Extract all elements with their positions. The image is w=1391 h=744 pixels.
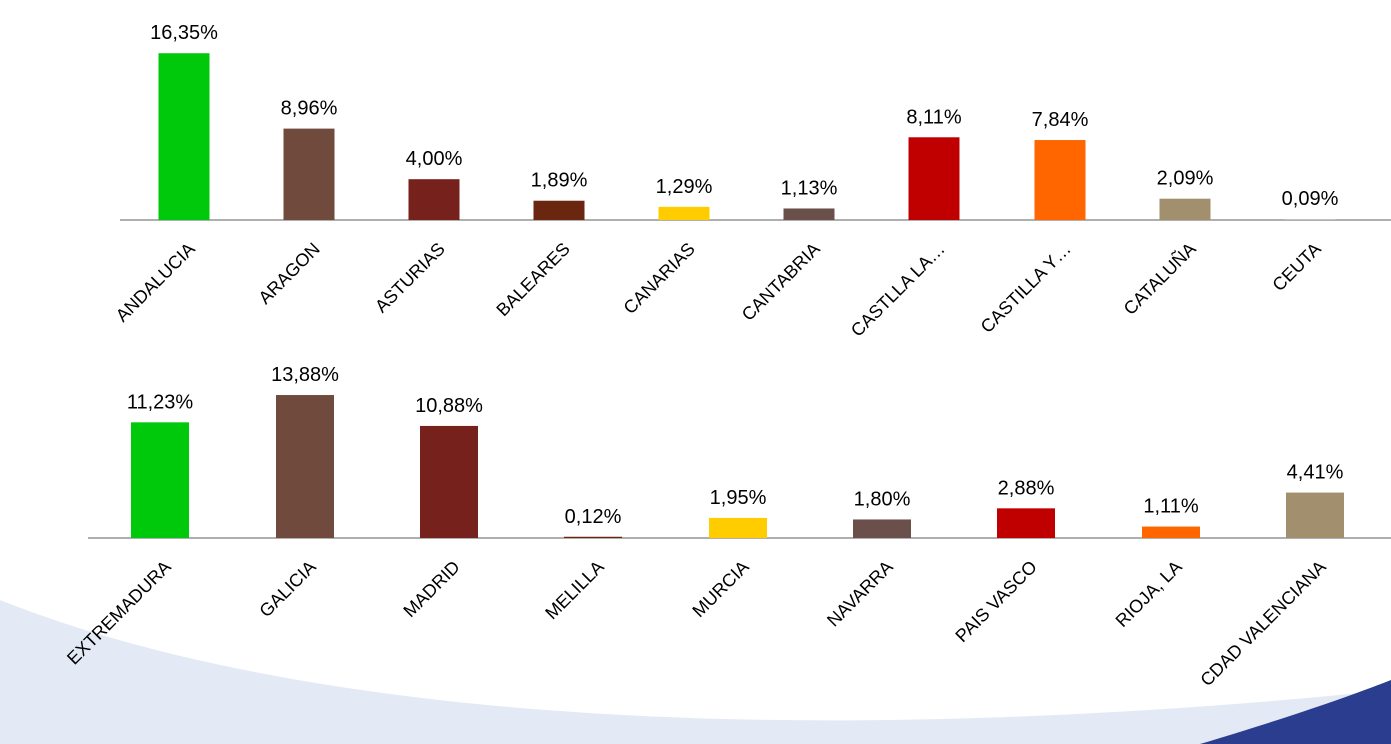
- category-label: CASTLLA LA…: [847, 239, 949, 341]
- bar-andalucia: [158, 53, 210, 221]
- bar-madrid: [420, 425, 478, 538]
- data-label: 7,84%: [1032, 109, 1089, 131]
- category-label: CANTABRIA: [738, 239, 824, 325]
- data-label: 8,11%: [906, 106, 961, 128]
- bar-galicia: [276, 395, 334, 538]
- category-label: CASTILLA Y…: [977, 239, 1075, 337]
- swoosh-shape: [0, 600, 1391, 744]
- data-label: 1,29%: [656, 176, 713, 198]
- category-label: ANDALUCIA: [112, 239, 199, 326]
- data-label: 8,96%: [281, 98, 338, 120]
- category-label: ASTURIAS: [371, 239, 449, 317]
- bar-castlla-la-: [908, 137, 960, 220]
- category-label: MELILLA: [541, 557, 608, 624]
- bar-baleares: [533, 200, 585, 220]
- data-label: 13,88%: [271, 364, 339, 386]
- category-label: BALEARES: [492, 239, 573, 320]
- category-label: CDAD VALENCIANA: [1196, 557, 1329, 690]
- bar-cantabria: [783, 208, 835, 220]
- bar-navarra: [853, 519, 911, 538]
- bar-rioja-la: [1142, 526, 1200, 538]
- bar-castilla-y-: [1034, 140, 1086, 220]
- bar-aragon: [283, 128, 335, 220]
- category-label: RIOJA, LA: [1112, 557, 1186, 631]
- data-label: 0,09%: [1282, 188, 1339, 210]
- data-label: 1,11%: [1143, 496, 1198, 518]
- chart-top: 16,35% ANDALUCIA 8,96% ARAGON 4,00% ASTURIAS 1…: [112, 22, 1391, 341]
- data-label: 2,09%: [1157, 168, 1214, 190]
- category-label: EXTREMADURA: [63, 557, 175, 669]
- data-label: 1,95%: [710, 487, 767, 509]
- category-label: CATALUÑA: [1119, 238, 1200, 319]
- data-label: 1,13%: [781, 177, 838, 199]
- category-label: NAVARRA: [823, 557, 897, 631]
- category-label: CANARIAS: [620, 239, 699, 318]
- data-label: 1,80%: [854, 488, 911, 510]
- data-label: 11,23%: [127, 391, 194, 413]
- data-label: 4,00%: [406, 148, 463, 170]
- data-label: 2,88%: [998, 477, 1055, 499]
- category-label: ARAGON: [255, 239, 324, 308]
- data-label: 1,89%: [531, 170, 588, 192]
- category-label: MURCIA: [688, 557, 752, 621]
- data-label: 0,12%: [565, 506, 622, 528]
- bar-extremadura: [131, 422, 189, 538]
- data-label: 4,41%: [1287, 462, 1344, 484]
- bar-ceuta: [1284, 219, 1336, 220]
- chart-bottom: 11,23% EXTREMADURA 13,88% GALICIA 10,88% MADR…: [63, 364, 1391, 690]
- category-label: MADRID: [399, 557, 463, 621]
- bar-melilla: [564, 536, 622, 538]
- bar-cdad-valenciana: [1286, 492, 1344, 538]
- bar-asturias: [408, 179, 460, 220]
- data-label: 10,88%: [415, 395, 483, 417]
- bar-pais-vasco: [997, 508, 1055, 538]
- category-label: CEUTA: [1268, 239, 1324, 295]
- data-label: 16,35%: [150, 22, 218, 44]
- category-label: PAIS VASCO: [951, 557, 1040, 646]
- category-label: GALICIA: [255, 557, 319, 621]
- swoosh-corner: [1200, 680, 1391, 744]
- bar-murcia: [709, 517, 767, 538]
- bar-cataluña: [1159, 198, 1211, 220]
- bar-canarias: [658, 206, 710, 220]
